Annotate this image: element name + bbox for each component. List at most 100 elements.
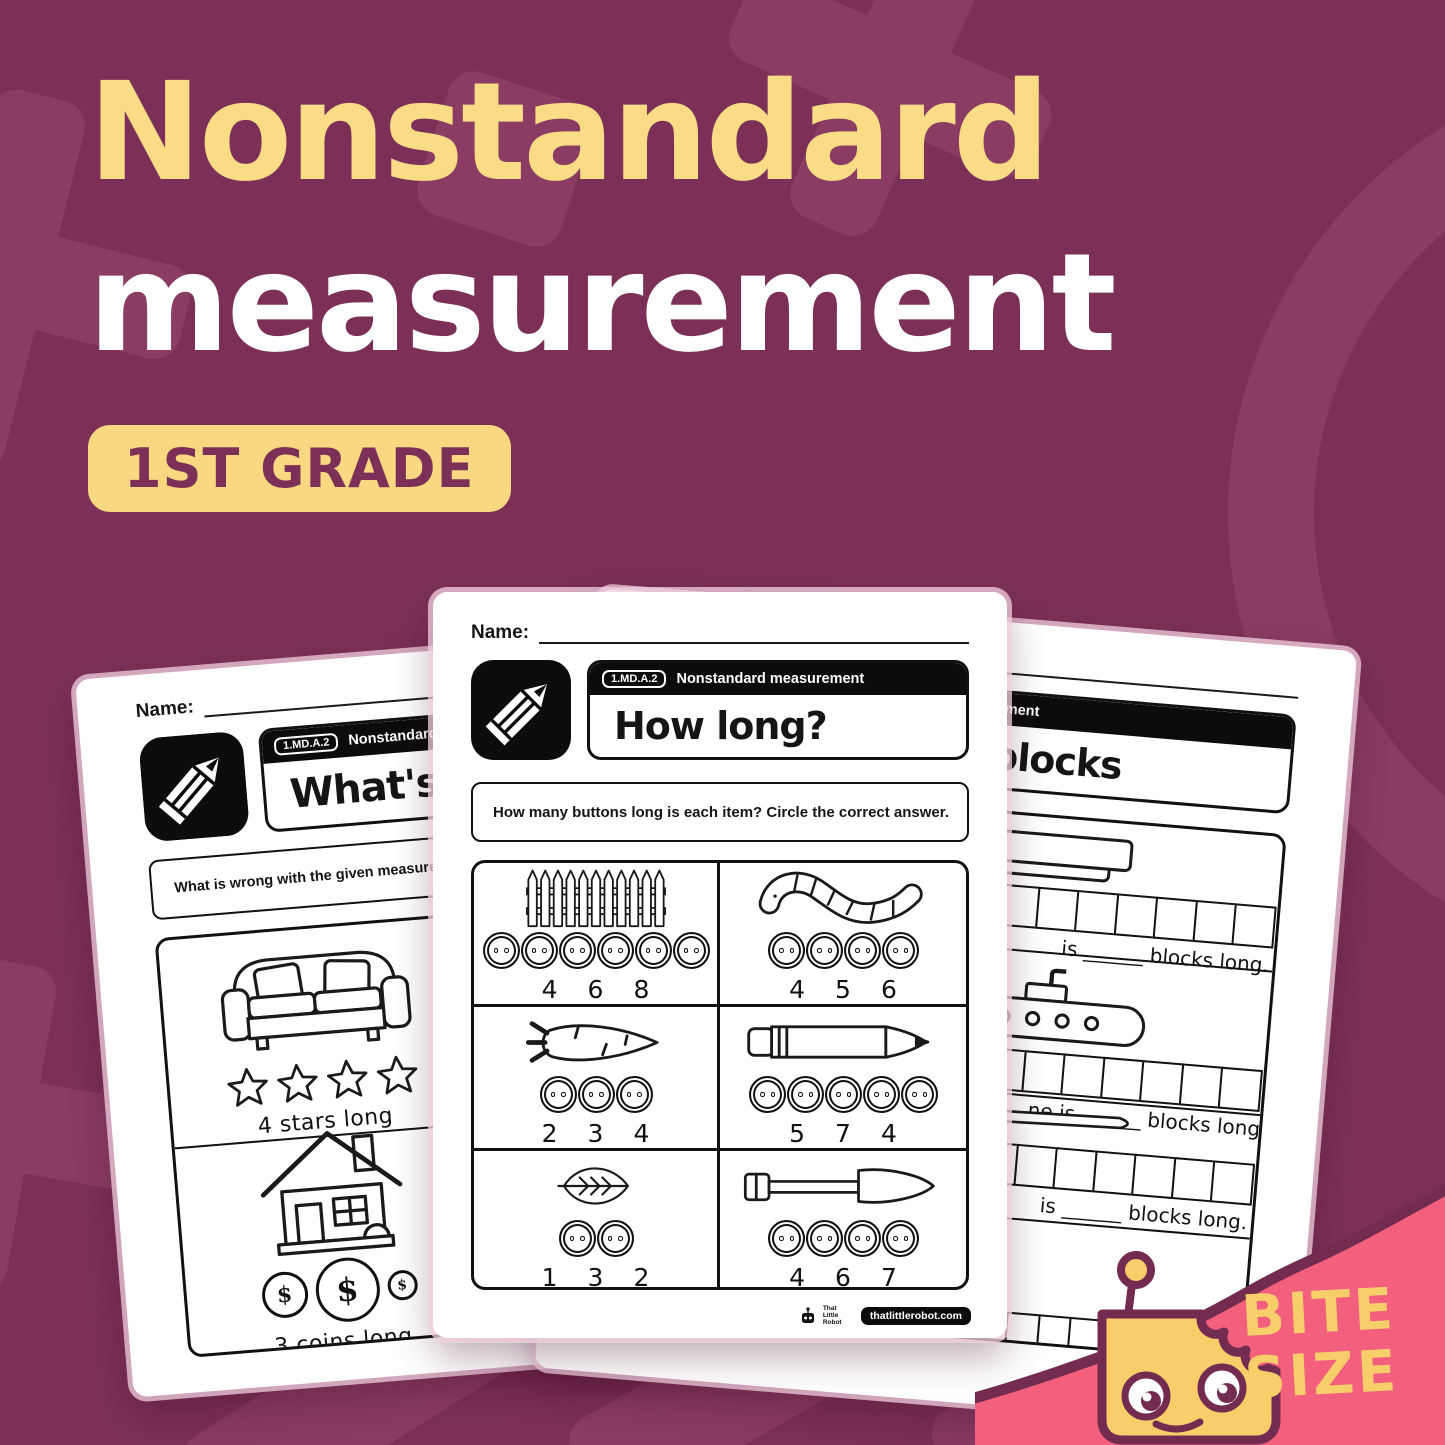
answer-choice: 8 (633, 975, 650, 1004)
stars-row (225, 1052, 420, 1110)
worksheet-whats-wrong: Name: 1.MD.A.2 Nonstandard measurement W… (75, 627, 772, 1398)
buttons-row (767, 932, 919, 969)
house-drawing (246, 1119, 416, 1259)
answer-choice: 5 (835, 975, 851, 1004)
item-row-couch: 4 stars long (158, 897, 713, 1148)
shovel-drawing (738, 1155, 948, 1217)
button-unit (539, 1076, 577, 1113)
answer-choice: 4 (633, 1119, 650, 1148)
block-unit (1020, 1050, 1067, 1096)
answer-choice: 2 (633, 1263, 650, 1290)
answer-choice: 7 (835, 1119, 851, 1148)
hero: Nonstandard measurement 1ST GRADE (88, 48, 1117, 512)
button-unit (844, 932, 881, 969)
answer-choice: 1 (541, 1263, 558, 1290)
star-icon (275, 1060, 320, 1105)
block-unit (1217, 1066, 1263, 1113)
star-icon (324, 1056, 369, 1101)
answer-choices: 4 6 7 (789, 1263, 897, 1290)
button-unit (558, 1220, 596, 1257)
block-unit (1231, 903, 1277, 949)
answer-choice: 4 (541, 975, 558, 1004)
answer-choice: 5 (789, 1119, 806, 1148)
block-unit (1191, 899, 1238, 946)
grade-badge: 1ST GRADE (88, 424, 511, 512)
standard-label: Nonstandard measurement (676, 671, 865, 687)
answer-choice: 6 (835, 1263, 851, 1290)
pencil-icon (471, 660, 571, 760)
button-unit (863, 1076, 900, 1113)
instruction-text: How many buttons long is each item? Circ… (493, 803, 949, 821)
block-unit (1178, 1063, 1224, 1109)
star-icon (374, 1052, 419, 1097)
answer-choice: 6 (880, 975, 897, 1004)
button-unit (806, 932, 843, 969)
coin-icon: $ (312, 1255, 382, 1325)
button-unit (520, 932, 558, 969)
button-unit (882, 1220, 919, 1257)
button-unit (806, 1220, 843, 1257)
carrot-drawing (516, 1011, 676, 1073)
button-unit (768, 932, 805, 969)
leaf-drawing (556, 1155, 635, 1217)
button-unit (882, 932, 919, 969)
button-unit (844, 1220, 881, 1257)
button-unit (577, 1076, 615, 1113)
block-unit (1034, 886, 1080, 933)
name-blank-line (539, 622, 969, 644)
header-bar: 1.MD.A.2 Nonstandard measurement (590, 663, 966, 695)
bitesize-robot-mascot (1058, 1238, 1308, 1445)
block-unit (1152, 896, 1198, 942)
couch-zone: 4 stars long (158, 916, 479, 1147)
answer-choice: 4 (880, 1119, 897, 1148)
fence-drawing (498, 867, 694, 929)
block-unit (1073, 890, 1120, 936)
button-unit (901, 1076, 938, 1113)
worksheet-footer: That Little Robot thatlittlerobot.com (801, 1305, 971, 1326)
grid-cell-shovel: 4 6 7 (720, 1151, 966, 1290)
answer-choice: 4 (789, 975, 806, 1004)
button-unit (596, 1220, 634, 1257)
bitesize-line1: BITE (1239, 1276, 1398, 1351)
answer-choice: 2 (541, 1119, 558, 1148)
couch-drawing (198, 921, 432, 1063)
crayon-drawing (743, 1011, 943, 1073)
button-unit (558, 932, 596, 969)
standard-badge: 1.MD.A.2 (602, 670, 667, 688)
worksheet-header: 1.MD.A.2 Nonstandard measurement What's … (138, 694, 691, 842)
answer-choice: 7 (880, 1263, 897, 1290)
worksheet-how-long: Name: 1.MD.A.2 Nonstandard measurement H… (433, 592, 1007, 1338)
answer-choice: 3 (587, 1263, 604, 1290)
worksheet-title: How long? (614, 704, 828, 748)
name-label: Name: (134, 696, 195, 723)
block-unit (1138, 1060, 1185, 1106)
name-row: Name: (471, 622, 969, 644)
button-unit (634, 932, 672, 969)
worm-drawing (751, 867, 936, 929)
instruction-box: How many buttons long is each item? Circ… (471, 782, 969, 842)
answer-choices: 1 3 2 (541, 1263, 650, 1290)
coin-icon: $ (386, 1269, 419, 1302)
buttons-row (767, 1220, 919, 1257)
name-label: Name: (471, 622, 530, 643)
button-unit (787, 1076, 824, 1113)
answer-choice: 4 (789, 1263, 806, 1290)
buttons-row (482, 932, 710, 969)
buttons-row (539, 1076, 653, 1113)
block-unit (1113, 893, 1159, 939)
poster-title-line1: Nonstandard (88, 54, 1050, 212)
bitesize-line2: SIZE (1243, 1337, 1401, 1412)
button-unit (672, 932, 710, 969)
block-unit (1060, 1053, 1106, 1099)
block-unit (1099, 1056, 1145, 1103)
house-zone: $ $ $ 3 coins long (175, 1124, 496, 1358)
